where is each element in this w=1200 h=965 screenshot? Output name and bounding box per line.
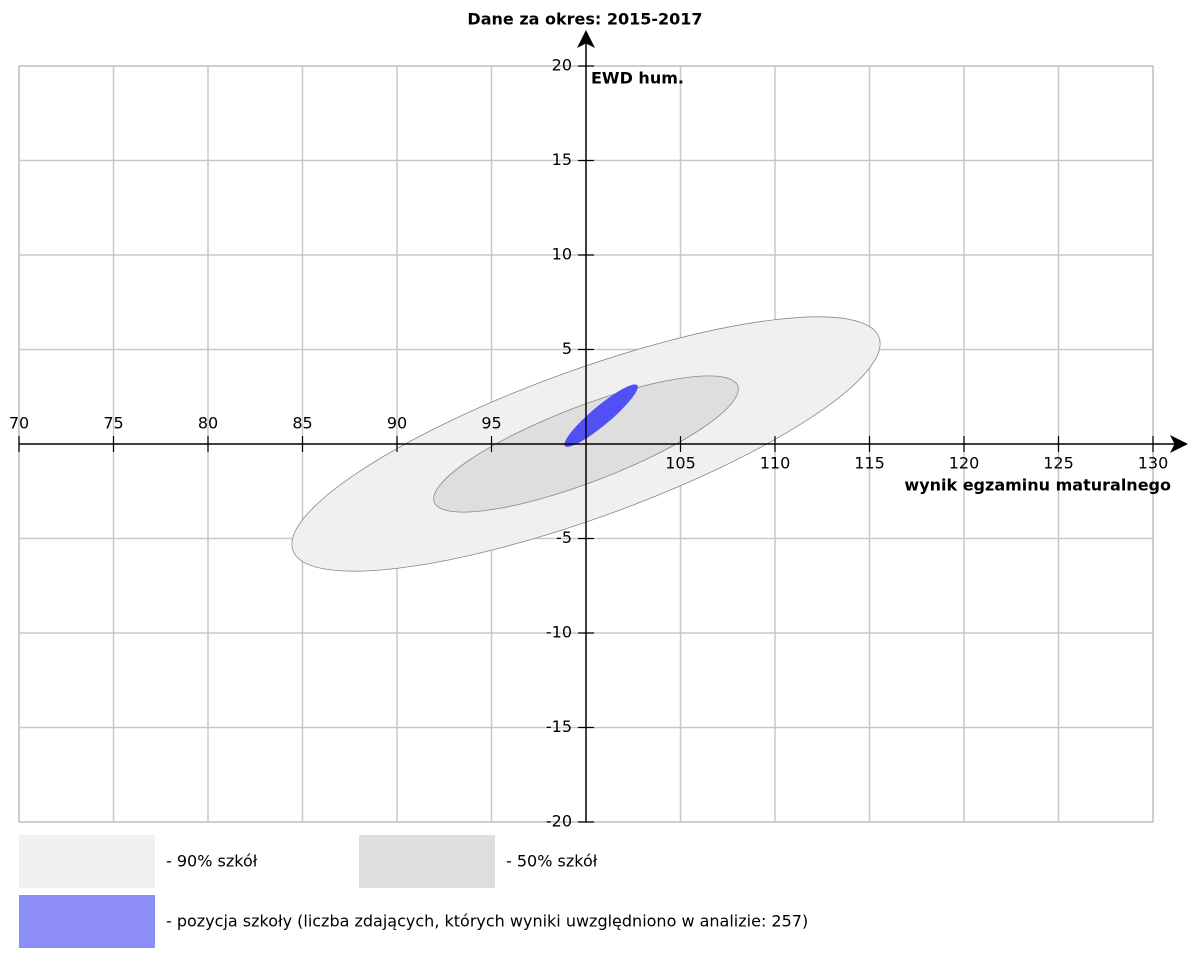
x-tick-label: 80	[198, 414, 218, 433]
x-tick-label: 115	[854, 454, 885, 473]
x-tick-label: 120	[949, 454, 980, 473]
legend-swatch	[359, 835, 495, 888]
x-tick-label: 110	[760, 454, 791, 473]
y-tick-label: -20	[546, 812, 572, 831]
legend-swatch	[19, 835, 155, 888]
y-axis-label: EWD hum.	[591, 69, 684, 88]
legend-label: - 90% szkół	[166, 852, 258, 871]
legend-swatch	[19, 895, 155, 948]
x-tick-label: 90	[387, 414, 407, 433]
y-tick-label: 20	[552, 56, 572, 75]
y-tick-label: 15	[552, 150, 572, 169]
x-axis-label: wynik egzaminu maturalnego	[904, 476, 1171, 495]
y-tick-label: 10	[552, 245, 572, 264]
legend-label: - 50% szkół	[506, 852, 598, 871]
x-tick-label: 95	[481, 414, 501, 433]
ellipse-region	[564, 384, 638, 447]
y-tick-label: -15	[546, 717, 572, 736]
x-tick-label: 125	[1043, 454, 1074, 473]
x-tick-label: 85	[292, 414, 312, 433]
y-tick-label: 5	[562, 339, 572, 358]
x-tick-label: 75	[103, 414, 123, 433]
legend-label: - pozycja szkoły (liczba zdających, któr…	[166, 912, 808, 931]
chart-title: Dane za okres: 2015-2017	[467, 10, 702, 29]
y-tick-label: -10	[546, 623, 572, 642]
y-tick-label: -5	[556, 528, 572, 547]
x-tick-label: 70	[9, 414, 29, 433]
x-tick-label: 130	[1138, 454, 1169, 473]
x-tick-label: 105	[665, 454, 696, 473]
